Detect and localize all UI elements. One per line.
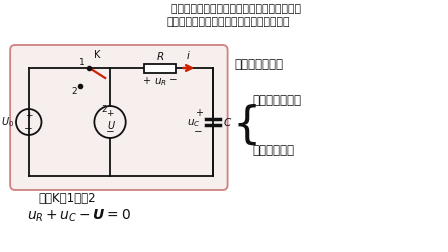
Text: +: +	[106, 109, 114, 117]
Text: −: −	[194, 127, 202, 137]
Text: 2: 2	[71, 87, 77, 96]
Text: K: K	[94, 50, 100, 60]
Text: $U_0$: $U_0$	[1, 115, 14, 129]
Text: $R$: $R$	[156, 50, 164, 62]
Text: 分析电路的暂态过程就是根据激励（电压源或: 分析电路的暂态过程就是根据激励（电压源或	[156, 4, 301, 14]
Text: $U$: $U$	[107, 119, 116, 131]
Text: 电流源），求电路的响应（电压和电流）。: 电流源），求电路的响应（电压和电流）。	[167, 17, 290, 27]
Text: 元件的伏安关系: 元件的伏安关系	[252, 93, 301, 107]
Text: −: −	[106, 127, 114, 137]
Text: +: +	[194, 108, 202, 118]
Text: $i$: $i$	[186, 49, 191, 61]
FancyBboxPatch shape	[10, 45, 228, 190]
Text: $\boldsymbol{u_C}$: $\boldsymbol{u_C}$	[187, 117, 201, 129]
Text: 2: 2	[102, 105, 107, 113]
Text: 开关K从1打到2: 开关K从1打到2	[39, 192, 96, 205]
Text: 分析基本依据：: 分析基本依据：	[234, 58, 284, 71]
Text: 1: 1	[79, 58, 85, 67]
Text: −: −	[169, 76, 178, 85]
Bar	[144, 64, 176, 73]
Text: +: +	[142, 76, 150, 85]
Text: $\boldsymbol{u_R}+\boldsymbol{u_C}-\boldsymbol{U}=0$: $\boldsymbol{u_R}+\boldsymbol{u_C}-\bold…	[27, 208, 131, 224]
Text: −: −	[24, 124, 33, 134]
Text: $\boldsymbol{u_R}$: $\boldsymbol{u_R}$	[154, 77, 167, 88]
Text: {: {	[233, 104, 261, 146]
Text: 基尔霍夫定律: 基尔霍夫定律	[252, 143, 294, 156]
Text: +: +	[25, 111, 33, 120]
Text: $C$: $C$	[223, 116, 233, 128]
